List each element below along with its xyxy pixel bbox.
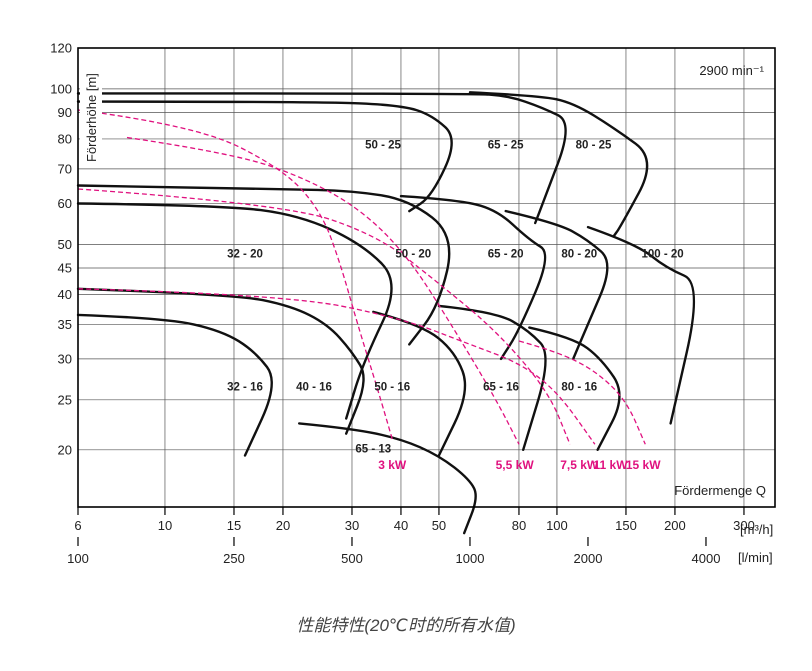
power-curve xyxy=(77,188,571,445)
pump-label: 50 - 16 xyxy=(374,382,410,394)
x-axis-label: Fördermenge Q xyxy=(674,483,766,498)
pump-curve xyxy=(76,184,451,346)
plot-background xyxy=(78,48,775,507)
pump-label: 50 - 25 xyxy=(365,140,401,152)
power-curve xyxy=(126,136,520,445)
pump-label: 100 - 20 xyxy=(641,248,683,260)
x-tick-label: 15 xyxy=(227,518,241,533)
x2-tick-label: 4000 xyxy=(692,551,721,566)
pump-label: 32 - 20 xyxy=(227,248,263,260)
x-tick-label: 300 xyxy=(733,518,755,533)
y-tick-label: 100 xyxy=(50,81,72,96)
pump-label: 50 - 20 xyxy=(395,248,431,260)
x-tick-label: 200 xyxy=(664,518,686,533)
power-label: 11 kW xyxy=(594,458,629,472)
pump-label: 80 - 20 xyxy=(561,248,597,260)
pump-curve xyxy=(586,225,696,425)
y-tick-label: 70 xyxy=(58,161,72,176)
power-curve xyxy=(518,340,646,445)
power-curves xyxy=(77,109,646,445)
pump-curves xyxy=(76,91,696,535)
power-curve xyxy=(77,109,393,440)
x-tick-label: 100 xyxy=(546,518,568,533)
x-tick-label: 150 xyxy=(615,518,637,533)
y-tick-label: 120 xyxy=(50,41,72,56)
pump-label: 80 - 25 xyxy=(576,140,612,152)
pump-curve xyxy=(76,100,453,213)
x-tick-label: 80 xyxy=(512,518,526,533)
pump-curve xyxy=(437,304,547,451)
pump-curve xyxy=(399,194,547,361)
plot-frame xyxy=(77,47,776,508)
power-curve xyxy=(77,288,596,445)
x2-tick-label: 500 xyxy=(341,551,363,566)
y-axis-ticks: 120 100 90 80 70 60 50 45 40 35 30 25 20 xyxy=(50,41,72,458)
pump-curve xyxy=(76,202,393,420)
y-tick-label: 20 xyxy=(58,442,72,457)
power-label: 7,5 kW xyxy=(560,458,599,472)
y-tick-label: 60 xyxy=(58,196,72,211)
x-tick-label: 10 xyxy=(158,518,172,533)
x-unit-secondary: [l/min] xyxy=(738,550,773,565)
pump-label: 40 - 16 xyxy=(296,382,332,394)
y-tick-label: 40 xyxy=(58,287,72,302)
pump-label: 80 - 16 xyxy=(561,382,597,394)
y-tick-label: 25 xyxy=(58,392,72,407)
x2-tick-label: 1000 xyxy=(456,551,485,566)
y-tick-label: 80 xyxy=(58,131,72,146)
pump-curve xyxy=(528,326,621,451)
power-label: 15 kW xyxy=(626,458,661,472)
y-tick-label: 50 xyxy=(58,237,72,252)
x-tick-label: 40 xyxy=(394,518,408,533)
pump-label: 32 - 16 xyxy=(227,382,263,394)
pump-label: 65 - 20 xyxy=(488,248,524,260)
x-tick-label: 30 xyxy=(345,518,359,533)
pump-label: 65 - 16 xyxy=(483,382,519,394)
x2-tick-label: 2000 xyxy=(574,551,603,566)
pump-label: 65 - 25 xyxy=(488,140,524,152)
speed-label: 2900 min⁻¹ xyxy=(699,63,764,78)
x-unit-primary: [m³/h] xyxy=(740,522,773,537)
pump-curve xyxy=(76,313,273,457)
pump-curve xyxy=(76,287,365,435)
x-axis-secondary-ticks: 100 250 500 1000 2000 4000 xyxy=(67,537,720,566)
pump-curve xyxy=(76,92,567,225)
ylabel-box xyxy=(80,58,102,164)
pump-labels: 50 - 25 65 - 25 80 - 25 32 - 20 50 - 20 65 - … xyxy=(227,140,684,456)
pump-curve xyxy=(504,209,609,361)
x-tick-label: 6 xyxy=(74,518,81,533)
y-tick-label: 30 xyxy=(58,351,72,366)
performance-chart: 120 100 90 80 70 60 50 45 40 35 30 25 20 6 10 15 20 30 40… xyxy=(50,41,776,566)
y-tick-label: 90 xyxy=(58,105,72,120)
pump-curve xyxy=(298,422,477,535)
pump-curve xyxy=(468,91,649,237)
y-axis-label: Förderhöhe [m] xyxy=(84,73,99,162)
y-tick-label: 35 xyxy=(58,317,72,332)
x2-tick-label: 100 xyxy=(67,551,89,566)
chart-caption: 性能特性(20℃时的所有水值) xyxy=(296,616,516,635)
x-axis-ticks: 6 10 15 20 30 40 50 80 100 150 200 300 xyxy=(74,507,755,533)
pump-curve xyxy=(372,310,467,457)
power-label: 5,5 kW xyxy=(496,458,535,472)
x2-tick-label: 250 xyxy=(223,551,245,566)
y-tick-label: 45 xyxy=(58,260,72,275)
pump-label: 65 - 13 xyxy=(355,444,391,456)
x-tick-label: 20 xyxy=(276,518,290,533)
power-label: 3 kW xyxy=(378,458,407,472)
x-tick-label: 50 xyxy=(432,518,446,533)
